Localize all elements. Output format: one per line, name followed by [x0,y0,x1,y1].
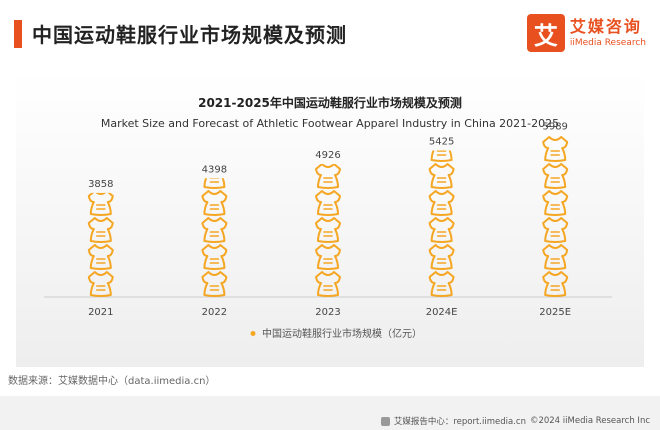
copyright: ©2024 iiMedia Research Inc [529,416,650,426]
shirt-icon [428,163,455,189]
shirt-icon [87,217,114,243]
bar-2024E [428,150,455,297]
legend-marker [250,331,256,336]
x-tick-label: 2022 [202,307,227,318]
shirt-icon [201,244,228,270]
report-center-icon [380,416,390,426]
brand-name-en: iiMedia Research [569,38,646,48]
report-site: 艾媒报告中心：report.iimedia.cn [393,417,526,427]
footer-band [0,396,660,430]
shirt-icon [428,190,455,216]
shirt-icon [87,271,114,297]
bar-2021 [87,192,114,297]
brand-icon: 艾 [526,14,565,52]
shirt-icon [201,190,228,216]
shirt-icon [201,271,228,297]
title-accent-bar [14,20,22,48]
x-tick-label: 2021 [88,307,113,318]
chart-title: 2021-2025年中国运动鞋服行业市场规模及预测 [198,96,462,110]
value-label: 4398 [202,164,227,175]
shirt-icon [201,217,228,243]
legend: 中国运动鞋服行业市场规模（亿元） [250,327,422,340]
shirt-icon [87,244,114,270]
x-tick-label: 2023 [315,307,340,318]
shirt-icon [428,271,455,297]
shirt-icon [542,244,569,270]
shirt-icon [430,150,453,162]
value-label: 4926 [315,150,340,161]
brand-logo: 艾 艾媒咨询 iiMedia Research [526,14,646,52]
shirt-icon [203,178,226,189]
chart-subtitle: Market Size and Forecast of Athletic Foo… [100,117,560,130]
value-label: 5989 [542,121,567,132]
x-tick-label: 2024E [426,307,458,318]
shirt-icon [542,271,569,297]
value-label: 5425 [429,137,454,148]
brand-text: 艾媒咨询 iiMedia Research [570,17,646,49]
shirt-icon [542,136,569,162]
x-tick-label: 2025E [539,307,571,318]
shirt-icon [542,217,569,243]
shirt-icon [315,190,341,216]
data-source: 数据来源：艾媒数据中心（data.iimedia.cn） [8,376,216,387]
footer-credits: 艾媒报告中心：report.iimedia.cn ©2024 iiMedia R… [380,415,650,427]
bar-2023 [315,163,341,297]
shirt-icon [315,217,341,243]
brand-name-cn: 艾媒咨询 [569,17,642,36]
bar-2025E [542,136,569,297]
shirt-icon [315,244,341,270]
value-label: 3858 [88,179,113,190]
shirt-icon [542,190,569,216]
legend-label: 中国运动鞋服行业市场规模（亿元） [262,327,422,340]
shirt-icon [315,271,341,297]
bar-2022 [201,178,228,297]
page-title: 中国运动鞋服行业市场规模及预测 [32,23,347,47]
shirt-icon [428,244,455,270]
shirt-icon [87,192,114,216]
chart-background [16,72,644,367]
shirt-icon [542,163,569,189]
shirt-icon [315,163,341,189]
shirt-icon [428,217,455,243]
